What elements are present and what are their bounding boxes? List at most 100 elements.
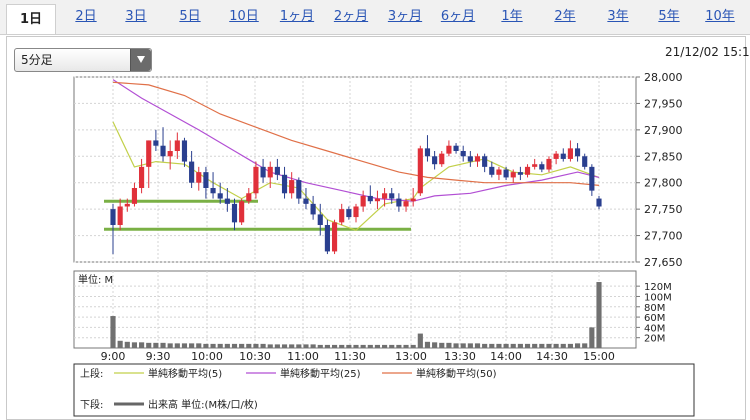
candle-body [532, 164, 538, 167]
volume-y-tick-label: 40M [644, 323, 665, 334]
volume-bar [417, 333, 423, 348]
tab-8[interactable]: 3ヶ月 [387, 9, 423, 24]
volume-bar [324, 344, 330, 348]
candle-body [167, 151, 173, 157]
volume-bar [131, 342, 138, 348]
volume-bar [210, 343, 216, 348]
x-tick-label: 13:30 [444, 350, 476, 363]
volume-bar [246, 343, 252, 348]
volume-bar [474, 343, 481, 348]
volume-bar [453, 343, 459, 348]
tab-10[interactable]: 1年 [501, 9, 523, 24]
volume-bar [117, 340, 123, 348]
candle-body [453, 145, 459, 151]
candle-body [231, 203, 238, 223]
volume-bar [196, 343, 202, 348]
candle-body [253, 166, 259, 194]
volume-bar [181, 343, 188, 348]
candle-body [203, 172, 209, 188]
volume-bar [582, 343, 588, 348]
volume-bar [189, 343, 195, 348]
volume-bar [274, 344, 280, 348]
volume-y-tick-label: 100M [644, 292, 672, 303]
tab-divider [0, 34, 750, 35]
tab-7[interactable]: 2ヶ月 [333, 9, 369, 24]
volume-bar [446, 342, 452, 348]
tab-14[interactable]: 10年 [705, 9, 735, 24]
volume-bar [303, 344, 309, 348]
dropdown-arrow-icon[interactable] [130, 49, 151, 71]
candle-body [417, 148, 423, 194]
tab-9[interactable]: 6ヶ月 [440, 9, 476, 24]
volume-bar [482, 343, 488, 348]
volume-bar [310, 344, 316, 348]
volume-bar [596, 282, 602, 348]
volume-bar [532, 343, 538, 348]
volume-bar [231, 343, 238, 348]
tab-13[interactable]: 5年 [658, 9, 680, 24]
candle-body [339, 209, 345, 223]
candle-body [239, 201, 245, 223]
volume-bar [367, 344, 373, 348]
candle-body [446, 145, 452, 154]
timestamp: 21/12/02 15:15 [665, 45, 750, 59]
volume-bar [374, 344, 381, 348]
y-tick-label: 27,650 [644, 256, 683, 269]
volume-bar [524, 343, 531, 348]
candle-body [153, 140, 159, 146]
volume-bar [460, 343, 466, 348]
volume-bar [346, 344, 352, 348]
volume-bar [353, 344, 359, 348]
candle-body [224, 198, 230, 204]
volume-bar [589, 327, 595, 348]
volume-bar [382, 344, 388, 348]
volume-bar [110, 316, 116, 348]
candle-body [460, 151, 466, 157]
tab-3[interactable]: 3日 [125, 9, 147, 24]
candle-body [474, 156, 481, 162]
legend-volume-label: 出来高 単位:(M株/口/枚) [148, 398, 258, 411]
candle-body [539, 164, 545, 170]
tab-4[interactable]: 5日 [179, 9, 201, 24]
candle-body [482, 156, 488, 167]
y-tick-label: 27,950 [644, 97, 683, 110]
y-tick-label: 27,850 [644, 150, 683, 163]
candle-body [524, 166, 531, 175]
volume-bar [396, 344, 402, 348]
tab-1[interactable]: 1日 [6, 4, 56, 35]
tab-12[interactable]: 3年 [607, 9, 629, 24]
tab-5[interactable]: 10日 [229, 9, 259, 24]
legend-upper-label: 上段: [80, 367, 103, 380]
candle-body [432, 156, 438, 165]
candle-body [246, 193, 252, 202]
candle-body [424, 148, 431, 157]
candle-body [382, 193, 388, 199]
volume-bar [317, 344, 323, 348]
tab-6[interactable]: 1ヶ月 [279, 9, 315, 24]
volume-bar [174, 343, 180, 348]
volume-bar [281, 344, 288, 348]
candle-body [546, 158, 552, 170]
volume-y-tick-label: 120M [644, 282, 672, 293]
volume-bar [496, 343, 502, 348]
candle-body [217, 193, 223, 199]
volume-bar [167, 343, 173, 348]
candle-body [496, 169, 502, 175]
candle-body [560, 153, 566, 159]
candle-body [310, 203, 316, 215]
x-tick-label: 10:00 [191, 350, 223, 363]
candle-body [303, 198, 309, 204]
candle-body [139, 166, 145, 188]
tab-2[interactable]: 2日 [75, 9, 97, 24]
volume-bar [289, 344, 295, 348]
period-select[interactable]: 5分足 [14, 48, 152, 72]
volume-bar [124, 341, 130, 348]
period-select-value: 5分足 [21, 53, 53, 67]
y-tick-label: 28,000 [644, 71, 683, 84]
candle-body [367, 195, 373, 202]
volume-bar [439, 342, 445, 348]
candle-body [117, 206, 123, 225]
candle-body [582, 156, 588, 167]
tab-11[interactable]: 2年 [554, 9, 576, 24]
